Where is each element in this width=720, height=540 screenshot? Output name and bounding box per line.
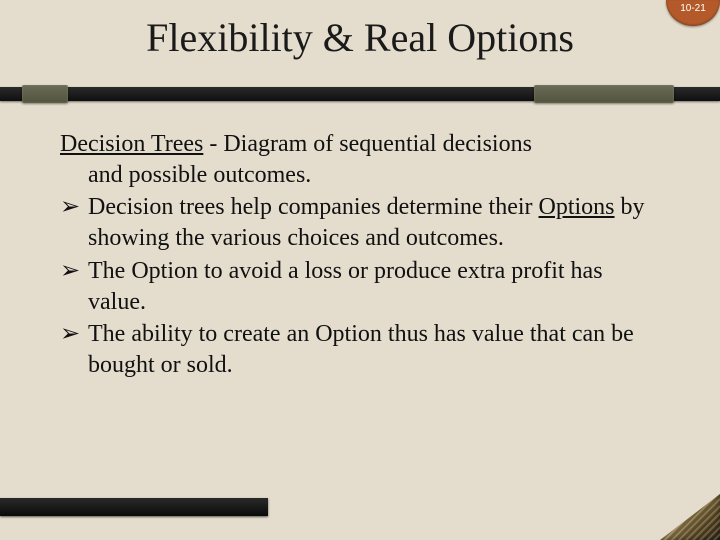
definition-text-1: Diagram of sequential decisions [223, 131, 532, 157]
bullet-text: The ability to create an Option thus has… [88, 319, 660, 380]
title-divider [0, 85, 720, 103]
bullet-text: The Option to avoid a loss or produce ex… [88, 256, 660, 317]
divider-accent-right [534, 85, 674, 103]
corner-decoration [660, 494, 720, 540]
bullet-text-pre: Decision trees help companies determine … [88, 194, 539, 220]
divider-accent-left [22, 85, 68, 103]
slide-title: Flexibility & Real Options [0, 0, 720, 61]
bullet-item: ➢ Decision trees help companies determin… [60, 192, 660, 253]
definition-sep: - [203, 131, 223, 157]
bullet-item: ➢ The ability to create an Option thus h… [60, 319, 660, 380]
bullet-text: Decision trees help companies determine … [88, 192, 660, 253]
bullet-marker: ➢ [60, 192, 88, 253]
definition-line: Decision Trees - Diagram of sequential d… [60, 129, 660, 160]
bullet-marker: ➢ [60, 256, 88, 317]
footer-bar [0, 498, 268, 516]
bullet-marker: ➢ [60, 319, 88, 380]
definition-term: Decision Trees [60, 131, 203, 157]
bullet-text-underlined: Options [539, 194, 615, 220]
bullet-item: ➢ The Option to avoid a loss or produce … [60, 256, 660, 317]
definition-text-2: and possible outcomes. [60, 160, 660, 191]
slide-body: Decision Trees - Diagram of sequential d… [0, 103, 720, 381]
